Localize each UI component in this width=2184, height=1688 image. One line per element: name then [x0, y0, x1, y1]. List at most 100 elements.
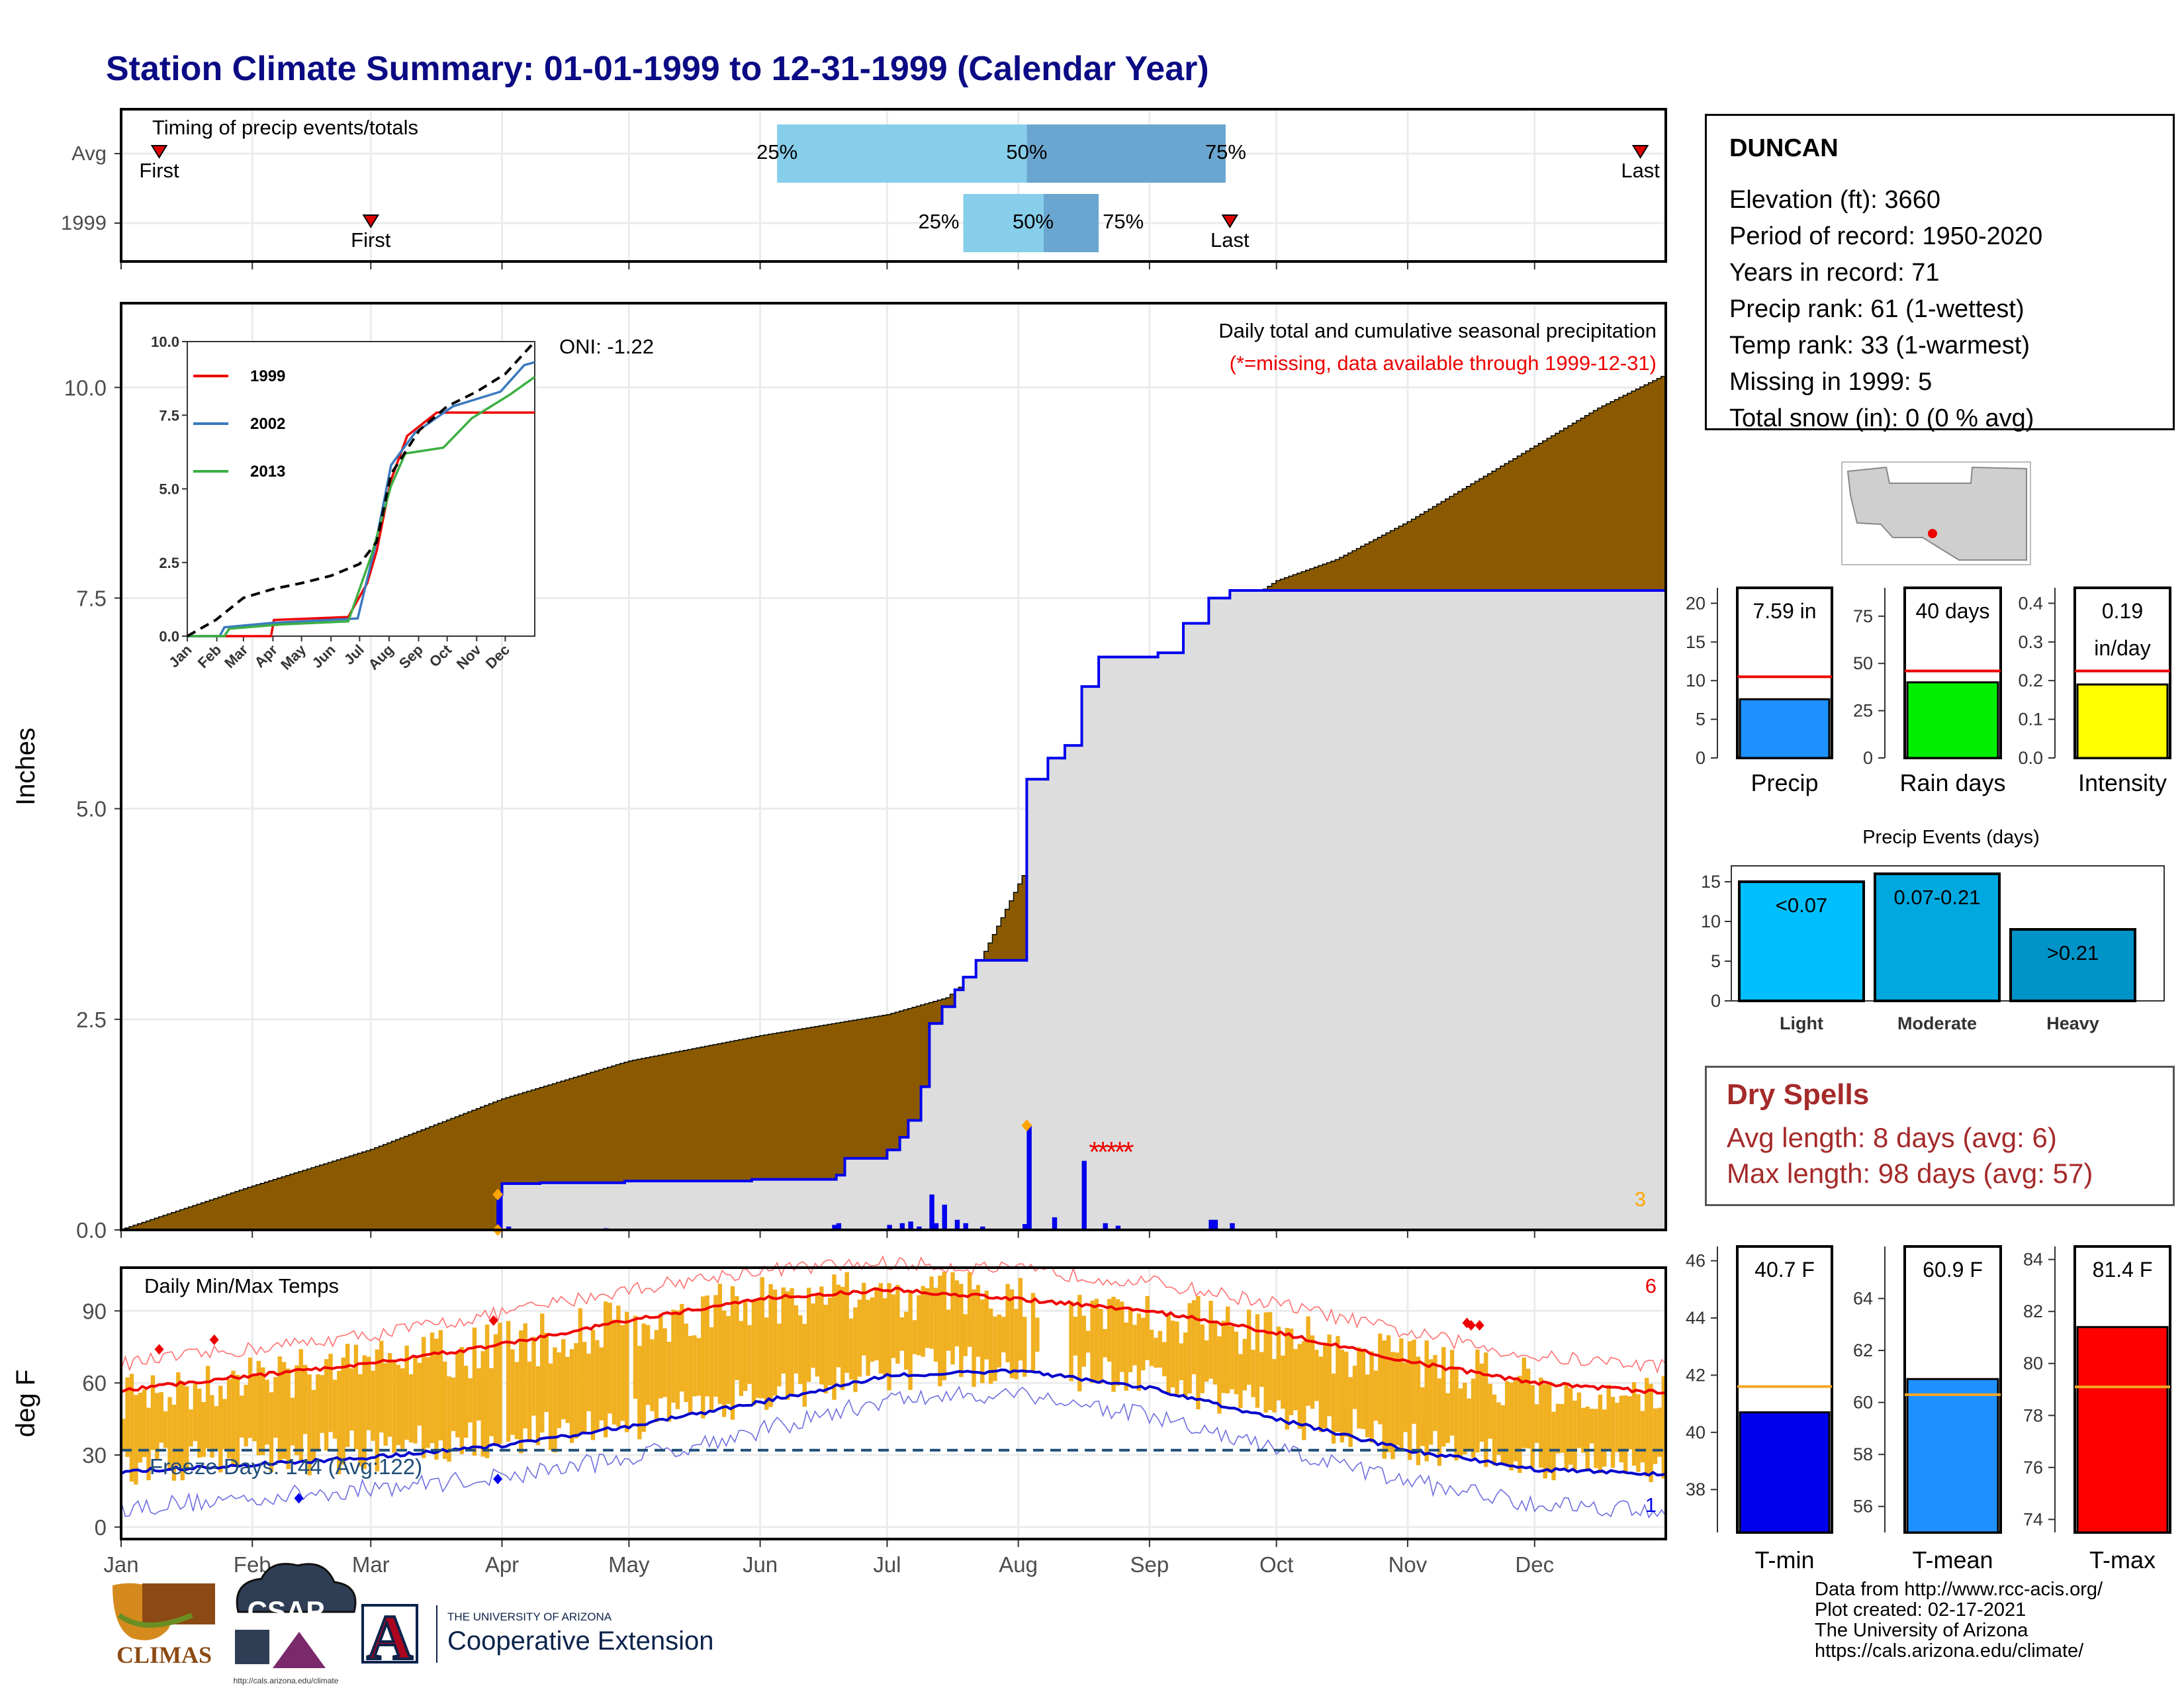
daily-temp-bar — [1441, 1346, 1446, 1447]
station-name: DUNCAN — [1729, 134, 1839, 162]
daily-temp-bar — [298, 1349, 303, 1462]
inset-month-label: May — [277, 641, 309, 673]
daily-temp-bar — [1412, 1339, 1416, 1424]
daily-temp-bar — [954, 1280, 960, 1346]
daily-temp-bar — [870, 1297, 875, 1362]
precip-summary-value-bar — [1906, 681, 1999, 759]
daily-temp-bar — [1399, 1338, 1404, 1451]
daily-temp-bar — [281, 1362, 287, 1460]
temp-summary-y-tick-label: 82 — [2023, 1301, 2043, 1321]
daily-temp-bar — [510, 1349, 515, 1435]
csap-url-text: http://cals.arizona.edu/climate — [234, 1676, 339, 1685]
daily-temp-bar — [422, 1336, 426, 1458]
daily-temp-bar — [1522, 1357, 1526, 1448]
daily-temp-bar — [1234, 1331, 1239, 1395]
timing-marker-first — [362, 214, 380, 228]
timing-box-q25-q50 — [777, 124, 1027, 183]
temp-y-tick-label: 90 — [82, 1299, 107, 1323]
temp-summary-y-tick-label: 74 — [2023, 1509, 2043, 1529]
daily-temp-bar — [197, 1388, 202, 1458]
daily-temp-bar — [277, 1356, 282, 1461]
tmin-record-line — [120, 1385, 1666, 1519]
daily-temp-bar — [874, 1287, 879, 1361]
daily-temp-bar — [680, 1303, 684, 1392]
daily-temp-bar — [1014, 1309, 1019, 1380]
precip-summary-y-tick-label: 5 — [1696, 710, 1706, 729]
oni-label: ONI: -1.22 — [559, 335, 654, 358]
daily-temp-bar — [193, 1383, 198, 1441]
daily-temp-bar — [599, 1347, 604, 1421]
daily-temp-bar — [1467, 1398, 1471, 1450]
daily-temp-bar — [1572, 1400, 1577, 1470]
daily-temp-bar — [844, 1272, 849, 1373]
daily-precip-bar — [1023, 1224, 1028, 1230]
daily-temp-bar — [917, 1295, 921, 1356]
daily-temp-bar — [612, 1319, 617, 1425]
precip-summary-y-tick-label: 0.2 — [2018, 671, 2043, 690]
daily-temp-bar — [1081, 1315, 1086, 1367]
daily-temp-bar — [349, 1368, 354, 1431]
daily-temp-bar — [155, 1393, 159, 1460]
daily-temp-bar — [1602, 1409, 1607, 1467]
daily-temp-bar — [1636, 1394, 1641, 1472]
precip-summary-value-label: 7.59 in — [1752, 599, 1816, 623]
daily-precip-bar — [836, 1223, 842, 1230]
temp-summary-category-label: T-min — [1755, 1546, 1815, 1573]
daily-temp-bar — [1348, 1377, 1353, 1447]
dry-spells-heading: Dry Spells — [1727, 1078, 1870, 1111]
missing-day-marker: * — [1097, 1136, 1109, 1168]
daily-temp-bar — [1154, 1337, 1158, 1368]
daily-temp-bar — [1090, 1300, 1095, 1383]
precip-events-title: Precip Events (days) — [1862, 827, 2040, 848]
precip-summary-y-tick-label: 0.4 — [2018, 593, 2043, 613]
daily-temp-bar — [1263, 1312, 1268, 1413]
timing-marker-first — [150, 145, 168, 159]
daily-temp-bar — [324, 1359, 329, 1451]
daily-temp-bar — [1645, 1378, 1649, 1477]
daily-temp-bar — [447, 1376, 451, 1462]
daily-temp-bar — [1627, 1396, 1632, 1450]
daily-temp-bar — [1331, 1373, 1336, 1444]
daily-temp-bar — [290, 1397, 295, 1446]
daily-temp-bar — [426, 1357, 430, 1448]
daily-temp-bar — [1373, 1370, 1379, 1421]
daily-temp-bar — [1340, 1349, 1345, 1443]
precip-events-category: Moderate — [1897, 1013, 1977, 1033]
precip-summary-category-label: Precip — [1751, 769, 1818, 796]
daily-temp-bar — [688, 1336, 693, 1414]
csap-rain-block — [235, 1630, 269, 1664]
daily-precip-bar — [498, 1194, 503, 1230]
daily-temp-bar — [1530, 1385, 1535, 1469]
daily-temp-bar — [387, 1353, 392, 1437]
precip-summary-y-tick-label: 75 — [1853, 606, 1873, 626]
daily-temp-bar — [1094, 1299, 1099, 1381]
daily-temp-bar — [1111, 1296, 1116, 1392]
temp-summary-value-label: 81.4 F — [2093, 1258, 2153, 1282]
daily-temp-bar — [946, 1309, 951, 1351]
daily-temp-bar — [735, 1296, 739, 1380]
precip-events-y-tick-label: 15 — [1701, 872, 1721, 892]
daily-temp-bar — [366, 1356, 371, 1430]
daily-temp-bar — [959, 1284, 964, 1378]
daily-temp-bar — [1128, 1307, 1133, 1372]
precip-events-bar — [2009, 928, 2136, 1002]
daily-temp-bar — [883, 1298, 887, 1377]
daily-temp-bar — [903, 1311, 909, 1370]
daily-temp-bar — [705, 1295, 709, 1397]
daily-temp-bar — [231, 1370, 236, 1467]
daily-temp-bar — [1217, 1336, 1222, 1414]
daily-temp-bar — [1649, 1383, 1653, 1483]
precip-panel-frame — [120, 302, 1667, 1231]
dry-spells-max: Max length: 98 days (avg: 57) — [1727, 1158, 2093, 1189]
daily-temp-bar — [1420, 1387, 1425, 1446]
climas-logo-block — [142, 1583, 215, 1624]
daily-temp-bar — [1327, 1335, 1332, 1417]
daily-temp-bar — [1251, 1349, 1255, 1397]
daily-temp-bar — [1336, 1336, 1340, 1432]
daily-precip-bar — [929, 1194, 934, 1230]
daily-temp-bar — [438, 1330, 443, 1440]
daily-temp-bar — [1598, 1394, 1603, 1474]
daily-temp-bar — [531, 1336, 536, 1416]
daily-temp-bar — [756, 1299, 760, 1398]
